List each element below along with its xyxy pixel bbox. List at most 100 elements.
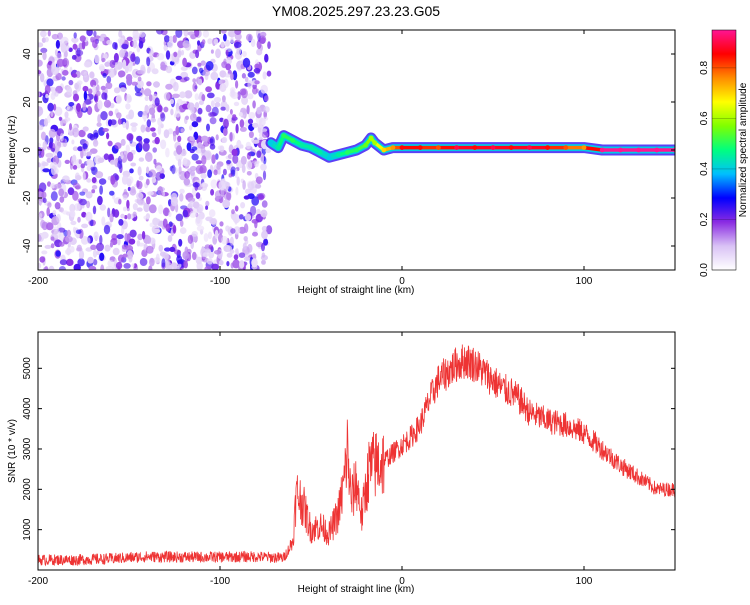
noise-speckle xyxy=(127,151,134,162)
noise-speckle xyxy=(104,61,110,67)
noise-speckle xyxy=(47,202,52,208)
noise-speckle xyxy=(236,47,242,55)
x-tick-label: -100 xyxy=(210,576,230,587)
noise-speckle xyxy=(75,229,82,235)
noise-speckle xyxy=(178,165,182,175)
noise-speckle xyxy=(154,136,160,145)
noise-speckle xyxy=(99,234,103,245)
noise-speckle xyxy=(240,155,247,165)
noise-speckle xyxy=(252,231,258,237)
noise-speckle xyxy=(213,97,222,103)
noise-speckle xyxy=(205,86,213,93)
noise-speckle xyxy=(169,35,174,43)
noise-speckle xyxy=(266,70,272,77)
ridge-point xyxy=(390,145,396,151)
noise-speckle xyxy=(83,61,92,68)
noise-speckle xyxy=(238,214,244,220)
noise-speckle xyxy=(238,252,246,258)
noise-speckle xyxy=(81,40,86,50)
noise-speckle xyxy=(189,210,197,218)
noise-speckle xyxy=(108,68,116,78)
noise-speckle xyxy=(139,258,148,266)
colorbar-gradient xyxy=(711,29,737,271)
snr-frame xyxy=(37,331,676,571)
noise-speckle xyxy=(115,94,122,105)
noise-speckle xyxy=(66,86,72,96)
ridge-point xyxy=(436,145,441,151)
noise-speckle xyxy=(209,143,216,150)
noise-speckle xyxy=(83,99,92,105)
noise-speckle xyxy=(226,159,232,165)
noise-speckle xyxy=(50,243,55,249)
noise-speckle xyxy=(57,32,63,40)
noise-speckle xyxy=(142,110,148,116)
noise-speckle xyxy=(200,173,207,179)
noise-speckle xyxy=(102,72,107,78)
noise-speckle xyxy=(86,200,91,209)
noise-speckle xyxy=(202,30,210,38)
x-tick-label: 0 xyxy=(399,276,405,287)
noise-speckle xyxy=(103,53,108,60)
x-tick-label: -200 xyxy=(28,276,48,287)
noise-speckle xyxy=(197,78,203,86)
noise-speckle xyxy=(180,49,185,56)
noise-speckle xyxy=(89,71,95,79)
ridge-point xyxy=(281,133,287,139)
noise-speckle xyxy=(78,159,82,165)
noise-speckle xyxy=(229,249,235,254)
noise-speckle xyxy=(66,229,72,237)
x-tick-label: 100 xyxy=(576,276,593,287)
noise-speckle xyxy=(113,87,121,94)
noise-speckle xyxy=(239,144,244,149)
noise-speckle xyxy=(126,133,134,141)
noise-speckle xyxy=(209,117,217,125)
noise-speckle xyxy=(252,160,260,165)
noise-speckle xyxy=(47,115,51,123)
noise-speckle xyxy=(44,265,49,270)
noise-speckle xyxy=(38,70,42,75)
noise-speckle xyxy=(155,165,163,172)
noise-speckle xyxy=(73,32,77,39)
noise-speckle xyxy=(234,205,239,212)
noise-speckle xyxy=(256,107,262,115)
spectrogram-y-axis-label: Frequency (Hz) xyxy=(7,116,18,185)
noise-speckle xyxy=(67,243,71,248)
noise-speckle xyxy=(207,231,213,240)
ridge-point xyxy=(268,140,274,146)
noise-speckle xyxy=(47,30,51,37)
noise-speckle xyxy=(163,92,171,101)
noise-speckle xyxy=(55,72,62,81)
noise-speckle xyxy=(225,104,230,112)
noise-speckle xyxy=(156,30,164,35)
noise-speckle xyxy=(225,49,229,57)
noise-speckle xyxy=(145,152,153,162)
noise-speckle xyxy=(155,171,162,181)
noise-speckle xyxy=(88,265,97,270)
noise-speckle xyxy=(156,53,165,61)
noise-speckle xyxy=(46,157,52,163)
noise-speckle xyxy=(230,36,234,44)
noise-speckle xyxy=(41,250,48,255)
noise-speckle xyxy=(86,30,93,37)
noise-speckle xyxy=(232,70,238,81)
noise-speckle xyxy=(83,90,88,101)
noise-speckle xyxy=(153,158,157,165)
noise-speckle xyxy=(197,107,203,115)
ridge-point xyxy=(299,142,305,148)
colorbar-tick-label: 0.0 xyxy=(699,263,710,277)
noise-speckle xyxy=(124,65,129,74)
noise-speckle xyxy=(38,199,42,206)
noise-speckle xyxy=(108,110,114,117)
ridge-point xyxy=(345,150,350,155)
noise-speckle xyxy=(183,30,189,37)
noise-speckle xyxy=(71,73,78,78)
noise-speckle xyxy=(261,259,266,265)
noise-speckle xyxy=(79,191,86,196)
noise-speckle xyxy=(98,178,107,185)
noise-speckle xyxy=(126,36,133,41)
noise-speckle-layer xyxy=(38,30,273,270)
noise-speckle xyxy=(117,70,126,78)
noise-speckle xyxy=(234,41,242,49)
noise-speckle xyxy=(208,209,216,218)
noise-speckle xyxy=(74,203,81,212)
